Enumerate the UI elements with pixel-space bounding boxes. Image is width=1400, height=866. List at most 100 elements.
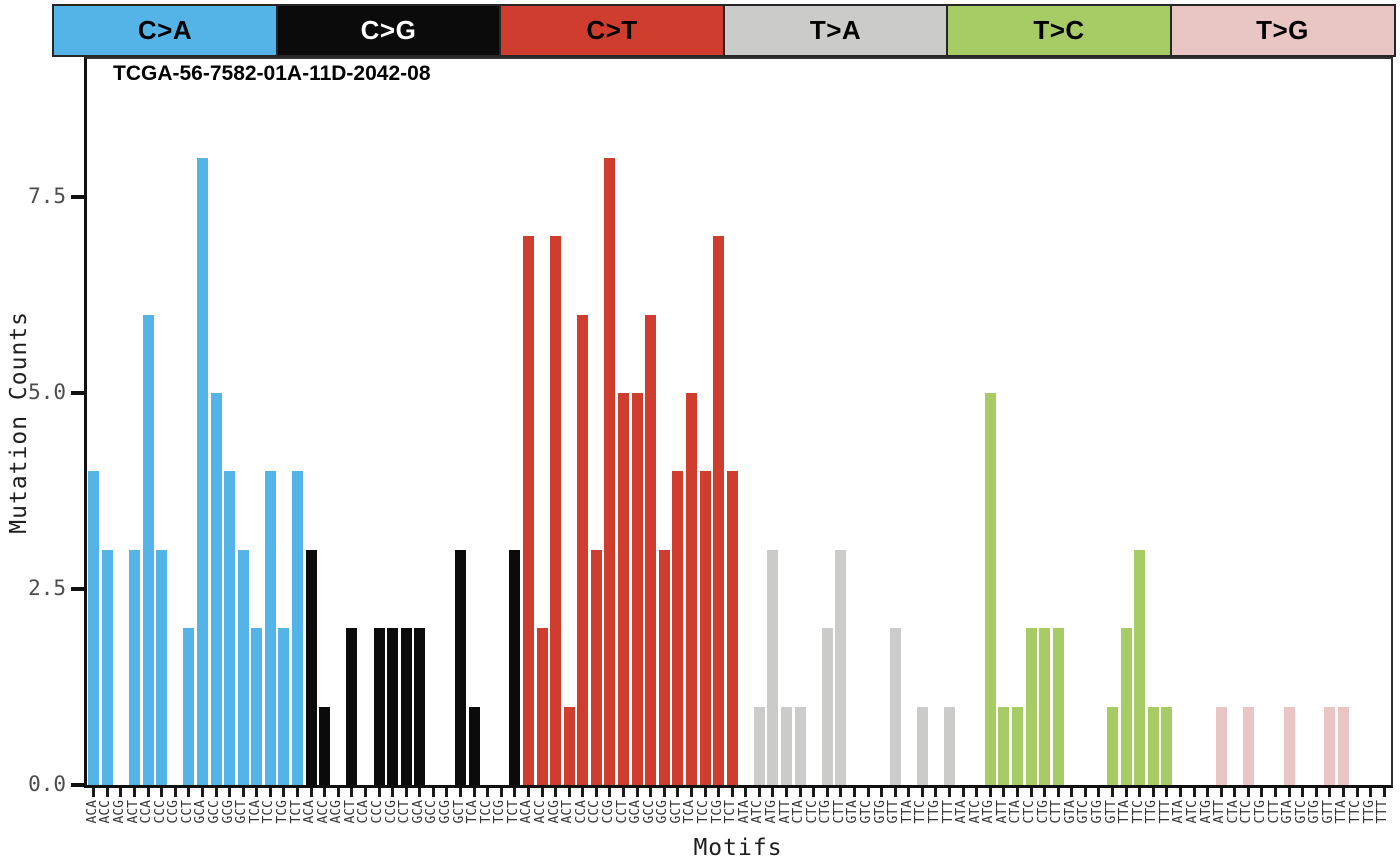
bar-T-to-C-TTT (1161, 707, 1173, 785)
bar-C-to-T-TCA (685, 393, 697, 785)
motif-label-TCC: TCC (696, 800, 712, 824)
bar-T-to-C-CTC (1025, 628, 1037, 785)
x-tick-mark (635, 788, 639, 797)
x-tick-mark (1002, 788, 1006, 797)
x-tick-mark (268, 788, 272, 797)
x-tick-mark (798, 788, 802, 797)
motif-label-ACG: ACG (111, 800, 127, 824)
bar-C-to-T-ACC (536, 628, 548, 785)
bar-T-to-A-CTA (794, 707, 806, 785)
x-tick-mark (554, 788, 558, 797)
y-tick-label: 0.0 (28, 772, 66, 796)
x-tick-mark (1233, 788, 1237, 797)
bar-C-to-A-ACC (101, 550, 113, 785)
bar-C-to-T-ACT (563, 707, 575, 785)
y-tick-mark (71, 783, 84, 787)
bar-C-to-A-GCA (196, 158, 208, 785)
x-tick-mark (160, 788, 164, 797)
bar-C-to-A-CCA (142, 315, 154, 785)
bar-T-to-C-TTA (1120, 628, 1132, 785)
x-tick-mark (717, 788, 721, 797)
x-tick-mark (893, 788, 897, 797)
bar-C-to-T-TCC (699, 471, 711, 785)
x-tick-mark (757, 788, 761, 797)
bar-T-to-G-ATT (1215, 707, 1227, 785)
bar-C-to-T-TCT (726, 471, 738, 785)
motif-label-CCC: CCC (370, 800, 386, 824)
x-tick-mark (296, 788, 300, 797)
bar-C-to-A-ACA (88, 471, 100, 785)
motif-label-GTC: GTC (859, 800, 875, 824)
bar-T-to-A-GTT (889, 628, 901, 785)
bar-C-to-T-GCG (658, 550, 670, 785)
x-tick-mark (594, 788, 598, 797)
bar-T-to-A-ATG (767, 550, 779, 785)
x-tick-mark (133, 788, 137, 797)
bar-C-to-G-GCT (455, 550, 467, 785)
x-tick-mark (649, 788, 653, 797)
legend-box-T-to-A: T>A (722, 4, 949, 57)
bar-C-to-A-GCG (224, 471, 236, 785)
x-tick-mark (1355, 788, 1359, 797)
x-tick-mark (934, 788, 938, 797)
y-tick-label: 7.5 (28, 184, 66, 208)
y-tick-label: 5.0 (28, 380, 66, 404)
bar-C-to-G-ACT (346, 628, 358, 785)
x-tick-mark (676, 788, 680, 797)
bar-T-to-A-TTC (916, 707, 928, 785)
x-tick-mark (323, 788, 327, 797)
x-tick-mark (988, 788, 992, 797)
bar-C-to-G-CCG (387, 628, 399, 785)
x-tick-mark (309, 788, 313, 797)
bar-C-to-G-TCA (468, 707, 480, 785)
x-tick-mark (1165, 788, 1169, 797)
sample-title: TCGA-56-7582-01A-11D-2042-08 (113, 62, 431, 85)
x-tick-mark (173, 788, 177, 797)
x-tick-mark (622, 788, 626, 797)
x-tick-mark (1274, 788, 1278, 797)
bar-C-to-T-ACG (550, 236, 562, 785)
bar-T-to-C-GTT (1107, 707, 1119, 785)
x-tick-mark (1151, 788, 1155, 797)
x-tick-mark (771, 788, 775, 797)
x-tick-mark (431, 788, 435, 797)
bar-T-to-G-TTA (1337, 707, 1349, 785)
x-tick-mark (907, 788, 911, 797)
x-tick-mark (472, 788, 476, 797)
x-tick-mark (1056, 788, 1060, 797)
x-tick-mark (1341, 788, 1345, 797)
x-tick-mark (689, 788, 693, 797)
bar-T-to-A-CTT (835, 550, 847, 785)
x-tick-mark (961, 788, 965, 797)
x-tick-mark (839, 788, 843, 797)
x-tick-mark (1382, 788, 1386, 797)
x-tick-mark (540, 788, 544, 797)
x-tick-mark (1246, 788, 1250, 797)
x-tick-mark (228, 788, 232, 797)
y-tick-mark (71, 195, 84, 199)
x-tick-mark (119, 788, 123, 797)
bar-T-to-A-ATC (753, 707, 765, 785)
x-tick-mark (377, 788, 381, 797)
bar-C-to-A-TCC (264, 471, 276, 785)
bar-T-to-C-TTC (1134, 550, 1146, 785)
motif-label-ACC: ACC (533, 800, 549, 824)
x-tick-mark (214, 788, 218, 797)
x-tick-mark (581, 788, 585, 797)
motif-label-GCC: GCC (207, 800, 223, 824)
bar-T-to-G-CTC (1242, 707, 1254, 785)
x-tick-mark (391, 788, 395, 797)
bar-T-to-A-TTT (944, 707, 956, 785)
motif-label-GTG: GTG (1089, 800, 1105, 824)
bar-T-to-C-CTA (1011, 707, 1023, 785)
x-tick-mark (880, 788, 884, 797)
y-tick-mark (71, 587, 84, 591)
x-tick-mark (1124, 788, 1128, 797)
x-tick-mark (350, 788, 354, 797)
x-tick-mark (513, 788, 517, 797)
x-tick-mark (200, 788, 204, 797)
x-tick-mark (187, 788, 191, 797)
motif-label-GCG: GCG (437, 800, 453, 824)
motif-label-TTG: TTG (926, 800, 942, 824)
